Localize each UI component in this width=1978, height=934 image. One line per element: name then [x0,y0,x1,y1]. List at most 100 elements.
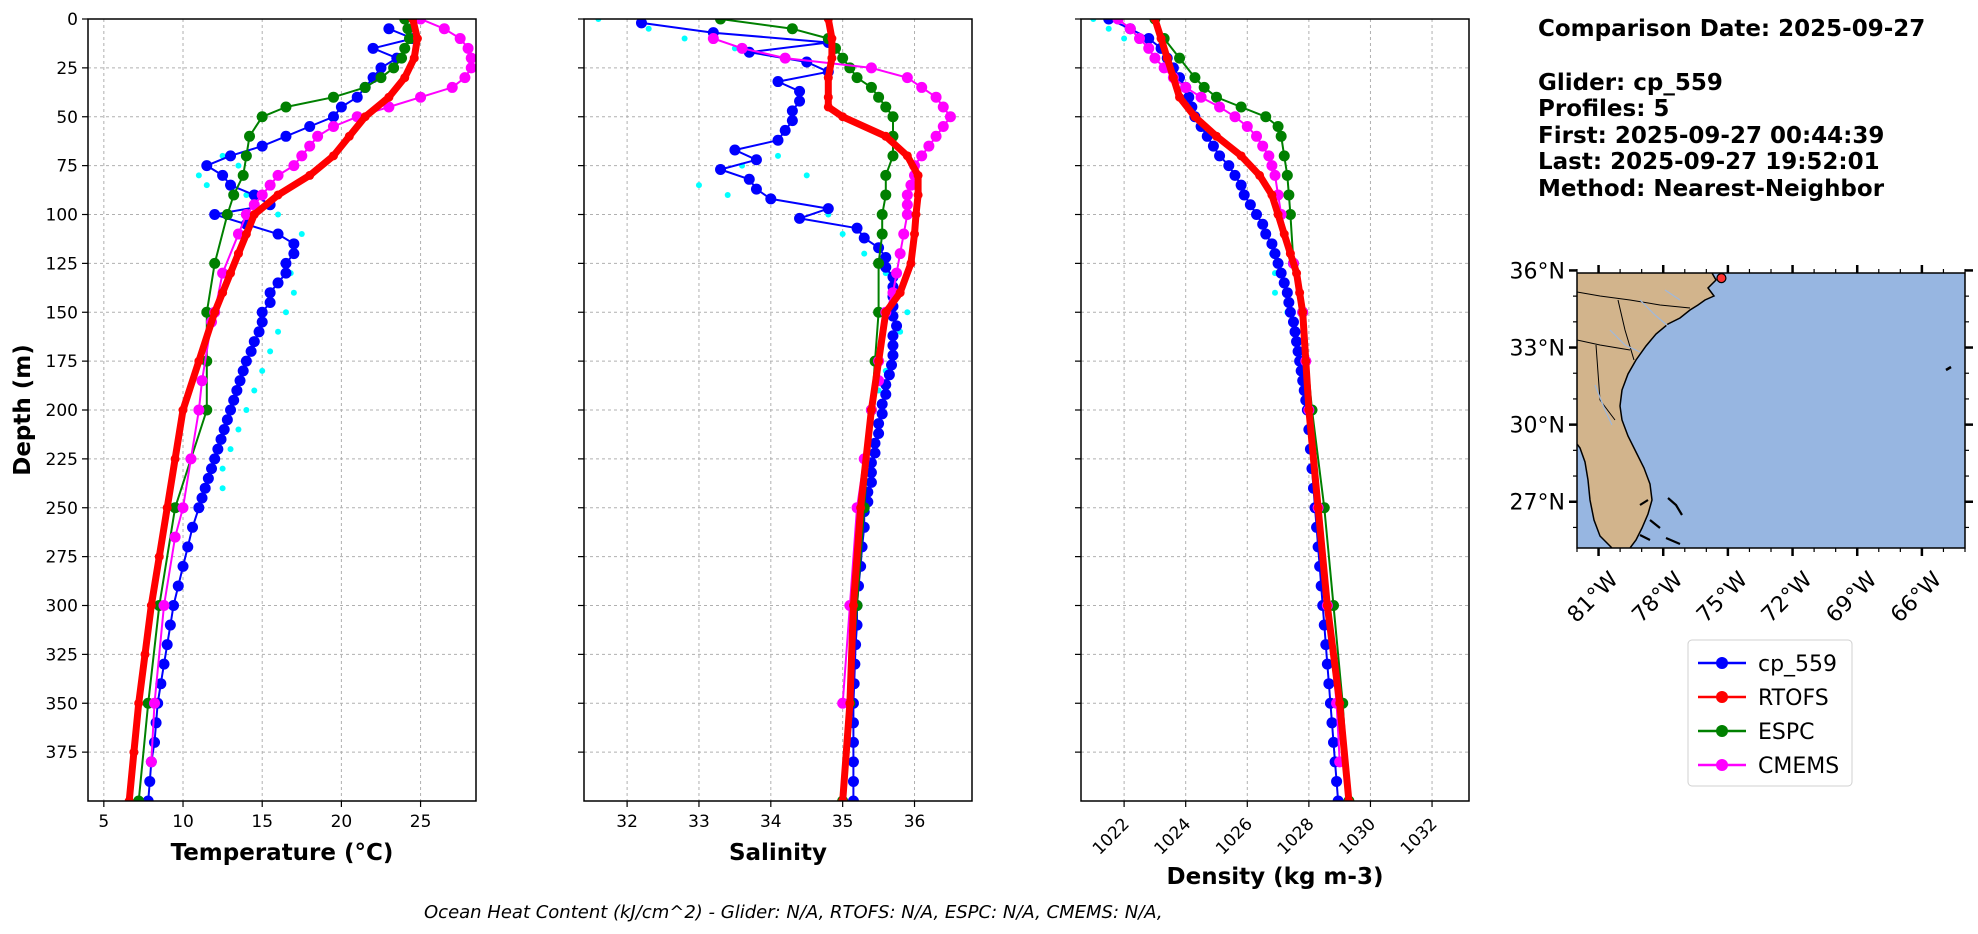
series-line-rtofs [824,19,922,801]
series-point-espc [873,257,885,269]
x-tick-label: 1032 [1397,814,1442,859]
series-point-rtofs [218,288,228,298]
series-point-cmems [905,179,917,191]
series-point-cp-559 [288,248,300,260]
series-line-rtofs [125,19,421,801]
series-point-cp-559 [1284,306,1296,318]
series-point-rtofs [1267,190,1277,200]
series-point-espc [256,111,268,123]
series-point-cmems [1180,81,1192,93]
series-point-cp-559 [822,203,834,215]
series-point-rtofs [134,698,144,708]
raw-data-point [267,348,274,355]
first-time: First: 2025-09-27 00:44:39 [1538,123,1884,149]
series-point-cmems [454,33,466,45]
series-point-cmems [415,91,427,103]
x-tick-label: 33 [688,812,710,832]
series-point-rtofs [1211,131,1221,141]
series-point-cmems [916,150,928,162]
series-point-cmems [901,72,913,84]
series-point-cmems [1124,23,1136,35]
series-point-rtofs [162,503,172,513]
raw-data-point [243,407,250,413]
series-point-espc [169,502,181,514]
series-point-cmems [1149,52,1161,64]
profile-count: Profiles: 5 [1538,96,1669,122]
series-point-cp-559 [1260,228,1272,240]
series-point-cp-559 [876,408,888,420]
series-point-cp-559 [1326,717,1338,729]
series-point-cp-559 [715,164,727,176]
series-point-cp-559 [847,795,859,801]
raw-data-point [1272,289,1278,296]
series-point-espc [851,72,863,84]
series-point-rtofs [823,73,833,83]
series-point-cp-559 [172,580,184,592]
legend-box [1687,639,1853,787]
series-point-cp-559 [1328,736,1340,748]
series-point-rtofs [1295,288,1305,298]
series-point-cmems [304,140,316,152]
legend-label: cp_559 [1758,652,1837,677]
x-tick-label: 1024 [1150,814,1195,859]
series-point-cp-559 [858,232,870,244]
series-point-rtofs [881,131,891,141]
series-point-cp-559 [164,619,176,631]
series-point-rtofs [226,268,236,278]
series-point-cp-559 [225,179,237,191]
series-point-cmems [327,121,339,133]
series-line-cp-559 [147,27,414,801]
series-point-cp-559 [865,476,877,488]
series-point-rtofs [913,170,923,180]
profile-panel-1: 0 25 50 75 100 125 150 175 200 225 250 275 300 325 350… [10,10,477,866]
series-point-cp-559 [1292,345,1304,357]
series-group [595,19,956,801]
series-point-rtofs [1304,405,1314,415]
series-point-rtofs [838,112,848,122]
series-point-espc [237,169,249,181]
x-tick-label: 20 [331,812,353,832]
series-point-rtofs [881,307,891,317]
series-point-cmems [894,248,906,260]
series-point-cp-559 [869,437,881,449]
series-point-cmems [248,199,260,211]
series-point-rtofs [154,552,164,562]
series-point-rtofs [412,34,422,44]
comparison-date: Comparison Date: 2025-09-27 [1538,16,1925,42]
series-point-cmems [901,209,913,220]
series-point-cp-559 [743,173,755,185]
series-point-cmems [930,130,942,142]
series-point-cp-559 [1272,257,1284,269]
series-point-cmems [1251,130,1263,142]
x-tick-label: 5 [98,812,109,832]
raw-data-point [219,465,226,472]
series-point-cp-559 [256,306,268,318]
y-tick-label: 75 [56,157,78,177]
series-point-cmems [837,697,849,709]
series-point-rtofs [360,112,370,122]
series-point-cp-559 [765,193,777,205]
series-point-rtofs [1156,34,1166,44]
series-point-cp-559 [869,447,881,459]
series-point-cp-559 [209,209,221,220]
series-point-rtofs [911,210,921,219]
raw-data-point [1105,25,1112,32]
series-point-cmems [1241,121,1253,133]
series-point-rtofs [1190,112,1200,122]
series-point-cp-559 [256,316,268,328]
series-point-cmems [891,267,903,279]
series-point-espc [402,23,414,35]
series-point-cp-559 [177,560,189,572]
series-point-cp-559 [245,345,257,357]
series-point-cp-559 [876,398,888,410]
series-point-cp-559 [1238,189,1250,201]
series-point-cp-559 [272,277,284,289]
series-point-espc [880,101,892,113]
series-point-rtofs [170,454,180,464]
series-point-cmems [438,23,450,35]
series-point-cp-559 [253,326,265,338]
series-point-cmems [736,42,748,54]
series-point-cp-559 [786,115,798,127]
map-land [1577,273,1717,548]
